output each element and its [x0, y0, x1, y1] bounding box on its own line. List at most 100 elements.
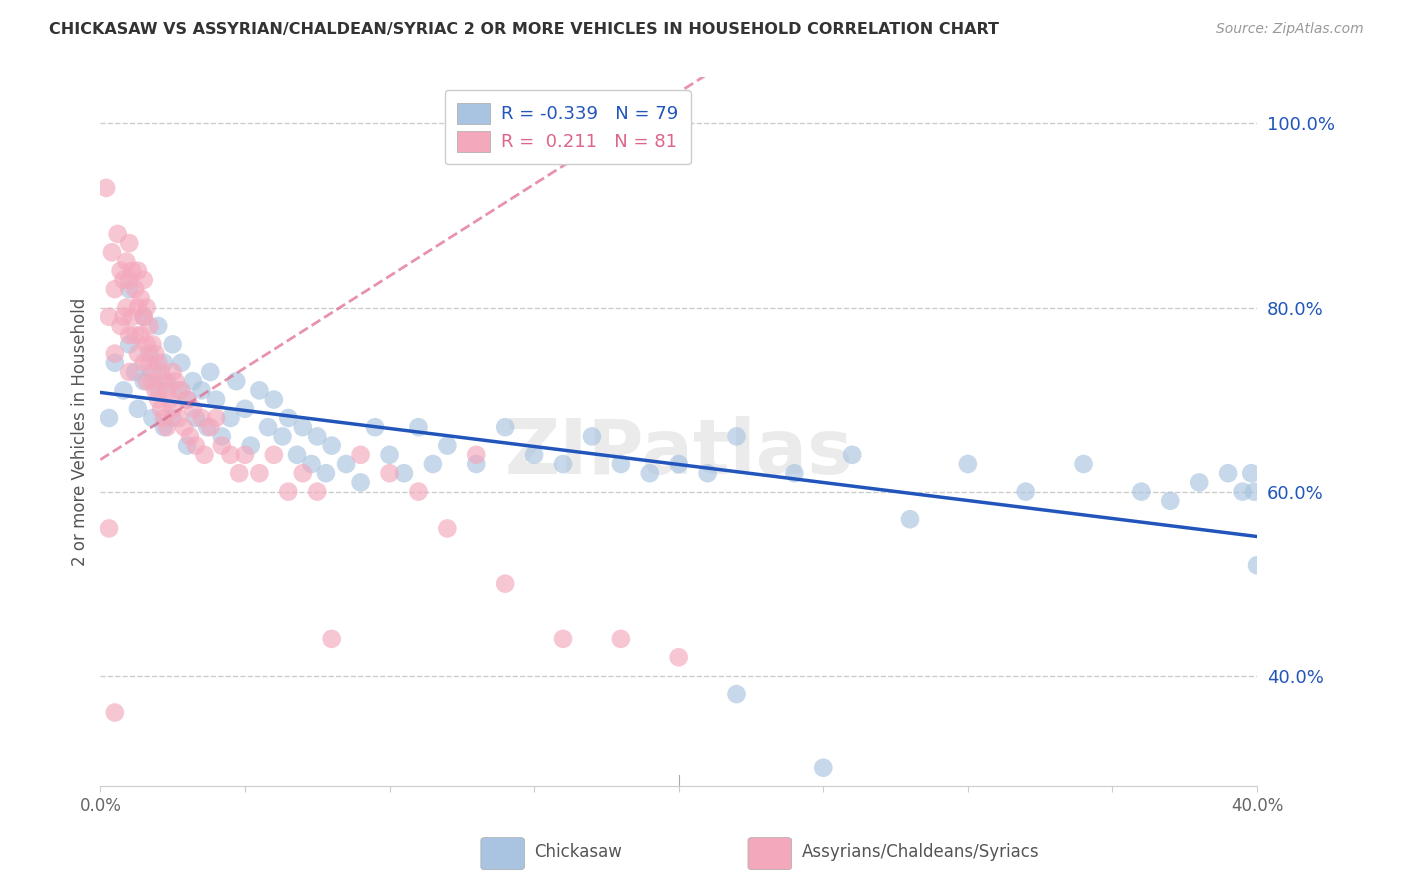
Point	[247, 384, 270, 398]
Point	[277, 484, 299, 499]
Point	[138, 346, 160, 360]
Point	[176, 439, 198, 453]
Point	[162, 337, 184, 351]
Point	[129, 328, 152, 343]
Point	[364, 420, 387, 434]
Point	[170, 384, 193, 398]
Point	[132, 310, 155, 324]
Point	[167, 384, 190, 398]
Point	[129, 291, 152, 305]
Point	[127, 301, 149, 315]
Point	[141, 337, 163, 351]
Point	[408, 420, 430, 434]
Point	[107, 227, 129, 241]
Text: CHICKASAW VS ASSYRIAN/CHALDEAN/SYRIAC 2 OR MORE VEHICLES IN HOUSEHOLD CORRELATIO: CHICKASAW VS ASSYRIAN/CHALDEAN/SYRIAC 2 …	[49, 22, 1000, 37]
Point	[153, 411, 176, 425]
Point	[436, 521, 458, 535]
Text: ZIPatlas: ZIPatlas	[505, 416, 853, 490]
Point	[321, 632, 343, 646]
Point	[263, 392, 285, 407]
Point	[153, 374, 176, 388]
Point	[121, 264, 143, 278]
Point	[378, 467, 401, 481]
Point	[349, 475, 371, 490]
Point	[610, 457, 633, 471]
Point	[118, 328, 141, 343]
Point	[150, 401, 173, 416]
Point	[200, 420, 222, 434]
Point	[124, 365, 146, 379]
Point	[141, 365, 163, 379]
Point	[153, 356, 176, 370]
Point	[1015, 484, 1038, 499]
Point	[141, 411, 163, 425]
Point	[98, 310, 121, 324]
Point	[138, 356, 160, 370]
Point	[148, 384, 170, 398]
Text: Source: ZipAtlas.com: Source: ZipAtlas.com	[1216, 22, 1364, 37]
Point	[118, 273, 141, 287]
Point	[211, 429, 233, 443]
Point	[1216, 467, 1239, 481]
Point	[408, 484, 430, 499]
Point	[112, 310, 135, 324]
Point	[200, 365, 222, 379]
Point	[257, 420, 280, 434]
Point	[465, 448, 488, 462]
Point	[1159, 493, 1181, 508]
Point	[132, 310, 155, 324]
Point	[127, 264, 149, 278]
Text: Chickasaw: Chickasaw	[534, 843, 621, 861]
Point	[494, 420, 516, 434]
Point	[190, 411, 212, 425]
Point	[170, 356, 193, 370]
Point	[523, 448, 546, 462]
Point	[104, 706, 127, 720]
Point	[121, 310, 143, 324]
Point	[285, 448, 308, 462]
Point	[392, 467, 415, 481]
Point	[1240, 467, 1263, 481]
Point	[118, 282, 141, 296]
Point	[378, 448, 401, 462]
Point	[181, 401, 204, 416]
Point	[101, 245, 124, 260]
Point	[291, 467, 314, 481]
Point	[132, 374, 155, 388]
Point	[205, 392, 228, 407]
Point	[494, 576, 516, 591]
Point	[277, 411, 299, 425]
Point	[193, 448, 215, 462]
Point	[167, 411, 190, 425]
Point	[141, 374, 163, 388]
Point	[135, 337, 157, 351]
Point	[307, 484, 329, 499]
Point	[239, 439, 262, 453]
Point	[228, 467, 250, 481]
Point	[813, 761, 835, 775]
Point	[98, 411, 121, 425]
Point	[156, 374, 179, 388]
Point	[668, 650, 690, 665]
Point	[165, 374, 187, 388]
Point	[143, 346, 166, 360]
Point	[184, 411, 207, 425]
Point	[179, 429, 201, 443]
Point	[321, 439, 343, 453]
Point	[110, 264, 132, 278]
Point	[436, 439, 458, 453]
Point	[135, 374, 157, 388]
Point	[725, 687, 748, 701]
Point	[205, 411, 228, 425]
Point	[118, 365, 141, 379]
Point	[1232, 484, 1254, 499]
Point	[98, 521, 121, 535]
Point	[422, 457, 444, 471]
Point	[112, 273, 135, 287]
Point	[263, 448, 285, 462]
Point	[551, 457, 574, 471]
Point	[1188, 475, 1211, 490]
Point	[841, 448, 863, 462]
Point	[581, 429, 603, 443]
Point	[127, 346, 149, 360]
